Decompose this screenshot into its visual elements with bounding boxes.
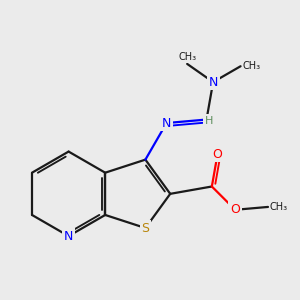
Text: H: H [204, 116, 213, 126]
Text: O: O [213, 148, 223, 160]
Text: CH₃: CH₃ [270, 202, 288, 212]
Text: N: N [64, 230, 73, 243]
Text: O: O [230, 203, 240, 216]
Text: N: N [162, 116, 171, 130]
Text: S: S [141, 221, 149, 235]
Text: CH₃: CH₃ [178, 52, 196, 62]
Text: CH₃: CH₃ [243, 61, 261, 71]
Text: N: N [208, 76, 218, 88]
